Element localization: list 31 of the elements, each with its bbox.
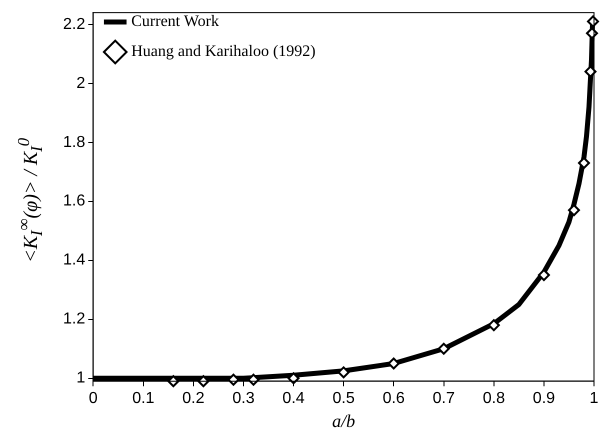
point [338, 366, 350, 378]
y-tick-label: 1 [76, 370, 86, 387]
point [197, 375, 210, 388]
x-tick-label: 0.9 [532, 390, 556, 408]
legend-label: Huang and Karihaloo (1992) [131, 43, 316, 60]
x-tick-label: 0 [88, 390, 98, 408]
x-tick-label: 0.1 [132, 390, 155, 408]
x-tick-label: 0.8 [482, 390, 506, 408]
point [488, 319, 500, 332]
point [438, 342, 450, 355]
x-tick-label: 0.2 [182, 390, 205, 408]
x-tick-label: 0.5 [332, 390, 355, 408]
y-tick-label: 2.2 [62, 16, 86, 33]
x-tick-label: 0.4 [282, 390, 305, 408]
x-tick-label: 1 [590, 390, 599, 408]
x-tick-label: 0.3 [232, 390, 255, 408]
x-tick-label: 0.7 [432, 390, 455, 408]
x-axis-title: a/b [332, 410, 356, 431]
x-tick-label: 0.6 [382, 390, 405, 408]
y-tick-label: 2 [76, 74, 86, 92]
y-tick-label: 1.8 [62, 134, 86, 151]
y-tick-label: 1.6 [62, 192, 86, 210]
point [288, 372, 300, 384]
legend-label: Current Work [131, 13, 219, 30]
point [247, 374, 260, 386]
point [227, 374, 240, 386]
point [388, 358, 400, 370]
point [568, 204, 580, 216]
point [538, 269, 550, 282]
y-tick-label: 1.2 [62, 310, 86, 328]
y-tick-label: 1.4 [62, 252, 86, 269]
